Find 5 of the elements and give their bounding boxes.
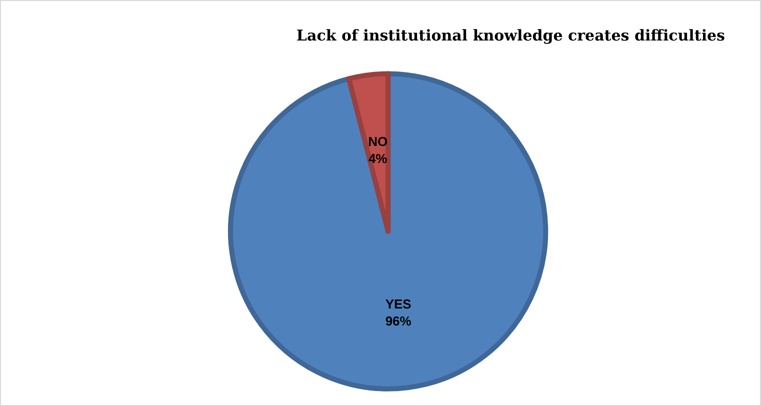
- data-label: 4%: [368, 151, 388, 166]
- slice-label: NO: [368, 134, 388, 150]
- chart-title: Lack of institutional knowledge creates difficulties: [296, 26, 726, 44]
- slice-label: YES: [385, 296, 412, 312]
- data-label: 96%: [385, 313, 412, 328]
